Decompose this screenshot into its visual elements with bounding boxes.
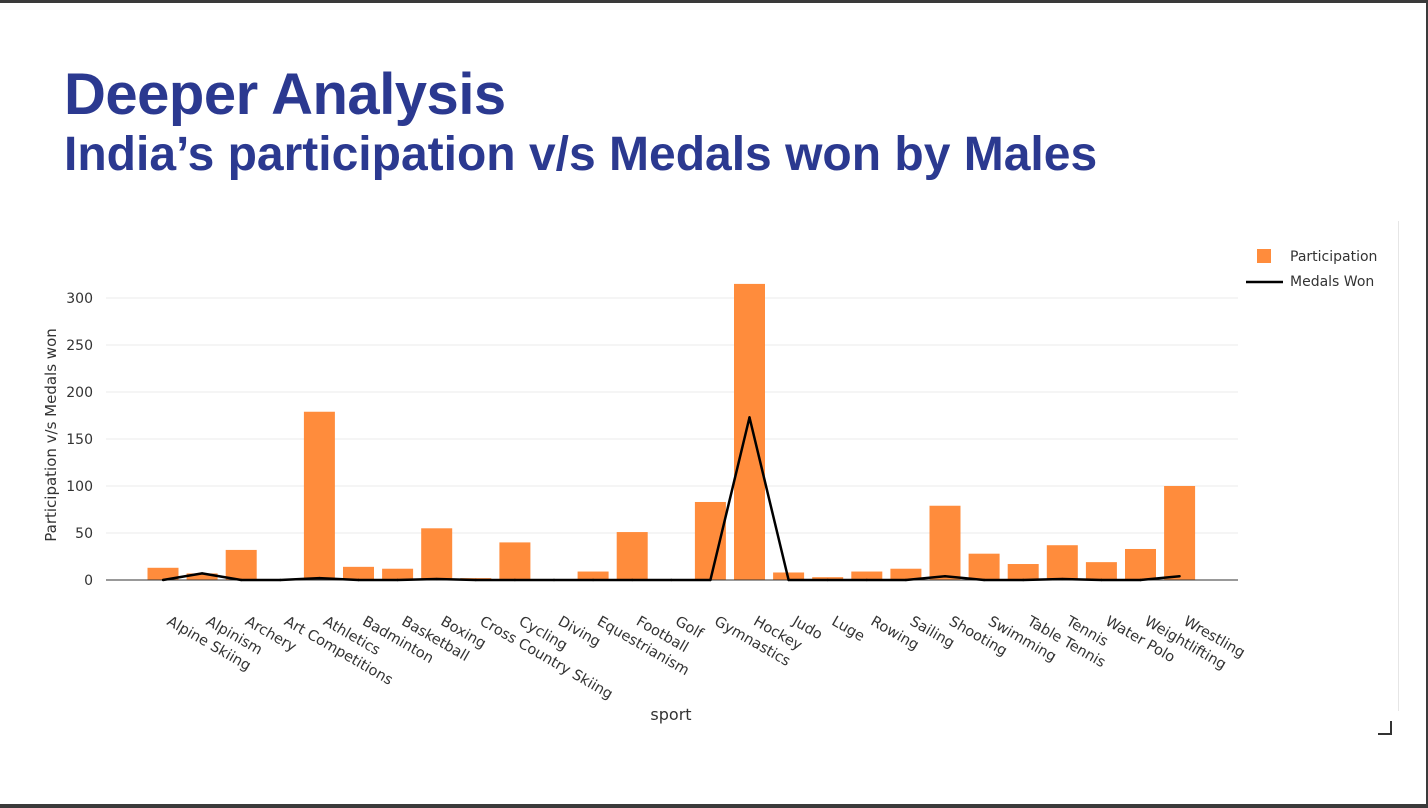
medals-point-table-tennis[interactable]	[1022, 578, 1025, 582]
medals-point-cross-country-skiing[interactable]	[474, 578, 477, 582]
y-tick-label: 0	[84, 573, 93, 589]
slide: Deeper Analysis India’s participation v/…	[0, 3, 1426, 804]
bar-sailing[interactable]	[890, 568, 922, 580]
bar-alpine-skiing[interactable]	[147, 567, 179, 580]
bar-luge[interactable]	[812, 577, 844, 580]
medals-point-swimming[interactable]	[982, 578, 986, 582]
medals-point-hockey[interactable]	[748, 416, 751, 419]
medals-point-basketball[interactable]	[396, 578, 399, 582]
y-tick-label: 300	[66, 291, 93, 307]
bar-football[interactable]	[616, 532, 648, 580]
bar-hockey[interactable]	[734, 283, 765, 580]
medals-point-athletics[interactable]	[318, 576, 321, 580]
bar-athletics[interactable]	[303, 411, 335, 580]
slide-subtitle: India’s participation v/s Medals won by …	[64, 128, 1098, 181]
medals-point-tennis[interactable]	[1061, 577, 1064, 581]
bar-alpinism[interactable]	[186, 573, 218, 580]
medals-point-weightlifting[interactable]	[1139, 578, 1142, 582]
legend: Participation Medals Won	[1246, 249, 1377, 290]
x-tick-label: Luge	[829, 614, 867, 645]
legend-label-participation: Participation	[1290, 249, 1377, 265]
medals-point-luge[interactable]	[826, 578, 829, 582]
medals-point-judo[interactable]	[787, 578, 790, 582]
y-tick-label: 100	[66, 479, 93, 495]
bar-swimming[interactable]	[968, 553, 1000, 580]
bar-wrestling[interactable]	[1164, 486, 1196, 580]
medals-point-sailing[interactable]	[904, 578, 908, 582]
medals-point-gymnastics[interactable]	[709, 578, 712, 582]
bar-gymnastics[interactable]	[694, 501, 726, 580]
resize-handle-icon[interactable]	[1378, 721, 1392, 735]
x-axis-label: sport	[650, 705, 691, 724]
y-tick-label: 200	[66, 385, 93, 401]
combo-chart: 0 50 100 150 200 250 300 Alpine SkiingAlpinism…	[42, 249, 1377, 724]
bar-equestrianism[interactable]	[577, 571, 609, 580]
line-series	[161, 416, 1181, 582]
y-tick-label: 250	[66, 338, 93, 354]
gridlines	[106, 297, 1238, 534]
medals-point-art-competitions[interactable]	[279, 578, 282, 582]
medals-point-alpinism[interactable]	[200, 572, 204, 575]
bar-table-tennis[interactable]	[1007, 564, 1039, 580]
y-tick-label: 150	[66, 432, 93, 448]
legend-label-medals: Medals Won	[1290, 274, 1374, 290]
chart-frame-divider	[1398, 221, 1399, 711]
bar-shooting[interactable]	[929, 505, 961, 580]
bar-basketball[interactable]	[382, 568, 414, 580]
y-axis-label: Participation v/s Medals won	[42, 328, 60, 542]
bar-water-polo[interactable]	[1085, 562, 1117, 580]
legend-swatch-participation	[1257, 249, 1271, 263]
medals-point-wrestling[interactable]	[1178, 575, 1181, 578]
medals-point-golf[interactable]	[670, 578, 673, 582]
y-tick-label: 50	[75, 526, 93, 542]
bar-archery[interactable]	[225, 549, 257, 580]
medals-point-archery[interactable]	[240, 578, 243, 582]
medals-point-cycling[interactable]	[513, 578, 517, 582]
medals-point-boxing[interactable]	[435, 577, 438, 581]
medals-point-rowing[interactable]	[865, 578, 868, 582]
bar-tennis[interactable]	[1046, 545, 1078, 580]
bar-series	[147, 283, 1196, 580]
slide-title: Deeper Analysis	[64, 62, 506, 127]
medals-point-diving[interactable]	[552, 578, 556, 582]
medals-point-alpine-skiing[interactable]	[161, 578, 165, 582]
medals-point-equestrianism[interactable]	[591, 578, 595, 582]
y-axis-ticks: 0 50 100 150 200 250 300	[66, 291, 93, 589]
bar-weightlifting[interactable]	[1125, 548, 1156, 580]
bar-badminton[interactable]	[343, 566, 374, 580]
medals-point-shooting[interactable]	[943, 575, 947, 578]
bar-boxing[interactable]	[421, 528, 453, 580]
medals-point-badminton[interactable]	[357, 578, 360, 582]
bar-cycling[interactable]	[499, 542, 531, 580]
medals-point-football[interactable]	[631, 578, 634, 582]
bar-rowing[interactable]	[851, 571, 883, 580]
medals-point-water-polo[interactable]	[1100, 578, 1103, 582]
